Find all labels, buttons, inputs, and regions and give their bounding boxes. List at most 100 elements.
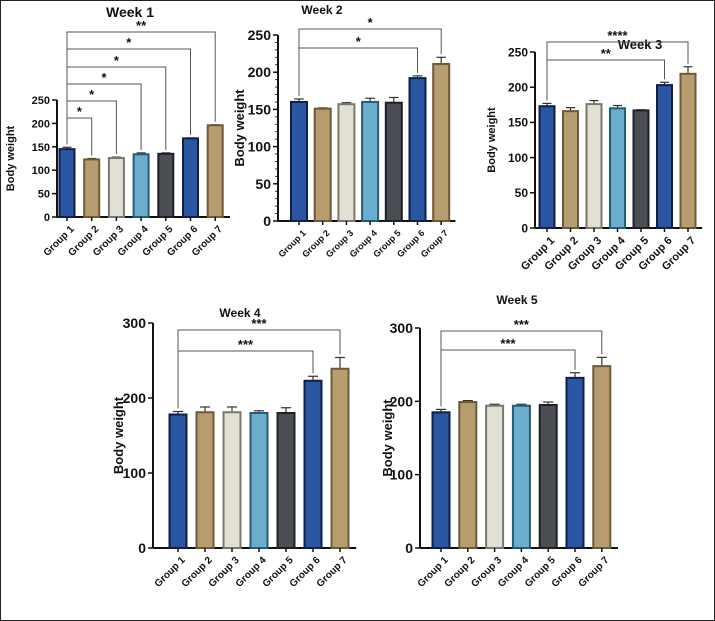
significance-bracket (546, 41, 689, 101)
significance-bracket (440, 349, 576, 407)
significance-label: *** (238, 337, 254, 352)
significance-label: * (89, 87, 95, 102)
bar-group-2 (562, 110, 579, 229)
bar-group-6 (408, 77, 427, 223)
y-tick-label: 100 (32, 165, 50, 177)
significance-bracket (298, 28, 442, 96)
bar-group-5 (157, 152, 175, 219)
chart-title: Week 1 (106, 4, 154, 20)
y-tick-label: 250 (32, 95, 50, 107)
chart-title: Week 3 (618, 37, 663, 52)
bar-group-5 (632, 109, 650, 229)
bar-group-3 (222, 411, 242, 549)
significance-label: * (126, 35, 132, 50)
bar-group-4 (249, 412, 269, 549)
y-tick-label: 100 (508, 151, 528, 165)
y-tick-label: 0 (138, 540, 146, 556)
y-tick-label: 200 (390, 393, 414, 409)
bar-group-5 (384, 101, 403, 222)
bar-group-4 (609, 107, 626, 229)
bar-group-3 (485, 404, 505, 549)
bar-group-2 (458, 401, 478, 550)
significance-bracket (546, 59, 665, 101)
y-axis-label: Body weight (232, 89, 247, 167)
y-tick-label: 100 (248, 139, 272, 155)
y-tick-label: 200 (508, 81, 528, 95)
bar-group-3 (107, 157, 125, 218)
bar-group-3 (337, 103, 356, 222)
bar-group-4 (132, 153, 150, 218)
bar-group-7 (592, 365, 612, 549)
y-tick-label: 250 (248, 27, 272, 43)
y-tick-label: 150 (32, 142, 50, 154)
significance-bracket (177, 350, 314, 409)
y-axis-label: Body weight (486, 107, 498, 173)
significance-bracket (298, 47, 418, 96)
y-tick-label: 200 (248, 64, 272, 80)
significance-label: * (368, 15, 374, 30)
y-tick-label: 100 (390, 467, 414, 483)
x-tick-label: Group 7 (315, 555, 350, 590)
y-tick-label: 250 (508, 45, 528, 59)
significance-label: **** (607, 28, 628, 43)
y-tick-label: 200 (32, 118, 50, 130)
y-tick-label: 150 (508, 116, 528, 130)
y-tick-label: 0 (263, 213, 271, 229)
significance-label: * (114, 53, 120, 68)
chart-title: Week 5 (496, 293, 537, 307)
significance-label: *** (251, 316, 267, 331)
bar-group-2 (195, 411, 215, 549)
bar-group-7 (330, 367, 350, 549)
bar-group-6 (656, 84, 673, 229)
y-tick-label: 0 (521, 221, 528, 235)
y-tick-label: 0 (44, 212, 50, 224)
y-tick-label: 100 (123, 465, 147, 481)
chart-title: Week 2 (301, 3, 342, 17)
bar-group-3 (585, 103, 603, 229)
y-tick-label: 50 (515, 186, 529, 200)
bar-group-1 (538, 105, 556, 229)
y-tick-label: 150 (248, 101, 272, 117)
bar-group-1 (431, 411, 451, 550)
chart-title: Week 4 (219, 306, 260, 320)
y-axis-label: Body weight (111, 396, 126, 474)
significance-label: * (77, 104, 83, 119)
bar-group-2 (83, 158, 101, 219)
significance-label: ** (136, 18, 147, 33)
bar-group-6 (182, 137, 199, 219)
bar-group-6 (565, 376, 585, 549)
y-axis-label: Body weight (380, 399, 395, 477)
significance-bracket (177, 329, 341, 409)
bar-group-1 (168, 413, 188, 549)
bar-group-6 (303, 379, 323, 549)
y-tick-label: 300 (123, 315, 147, 331)
y-axis-label: Body weight (5, 125, 17, 191)
bar-group-1 (58, 148, 76, 218)
bar-group-4 (361, 100, 380, 222)
bar-group-7 (206, 124, 224, 218)
bar-group-4 (511, 404, 531, 549)
y-tick-label: 200 (123, 390, 147, 406)
significance-label: *** (500, 336, 516, 351)
significance-bracket (66, 31, 216, 145)
significance-label: *** (514, 317, 530, 332)
bar-group-7 (432, 63, 451, 222)
significance-bracket (66, 48, 191, 145)
significance-label: * (356, 34, 362, 49)
y-tick-label: 50 (255, 176, 271, 192)
y-tick-label: 300 (390, 320, 414, 336)
bar-group-5 (276, 412, 296, 549)
bar-group-2 (313, 107, 332, 222)
bar-group-1 (290, 100, 308, 222)
y-tick-label: 50 (38, 189, 50, 201)
significance-label: ** (601, 46, 612, 61)
bar-group-7 (679, 72, 697, 229)
bar-group-5 (538, 404, 558, 549)
